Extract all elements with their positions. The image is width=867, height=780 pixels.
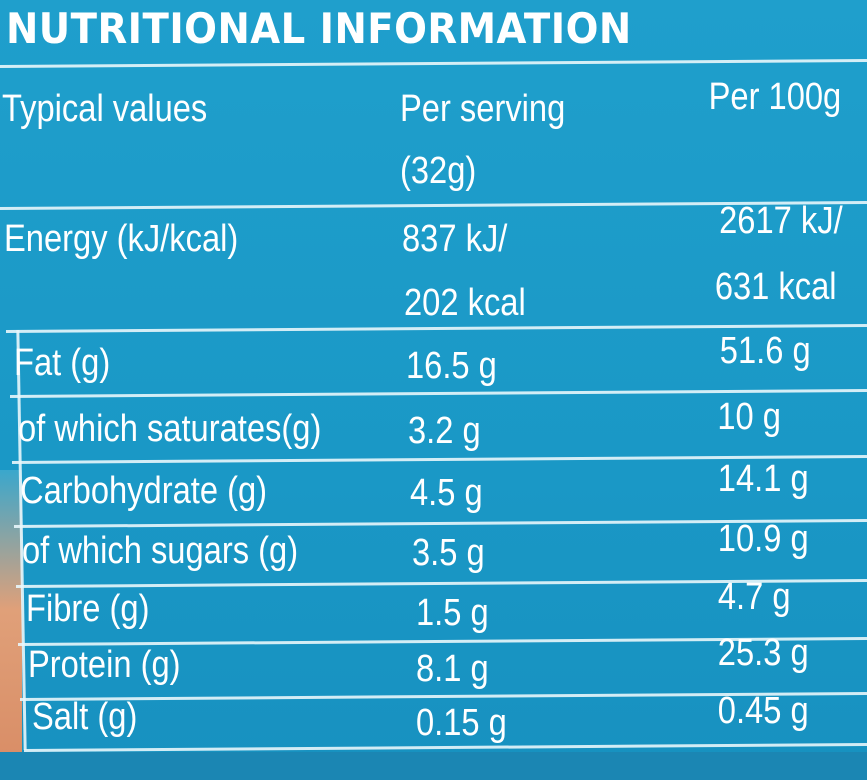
row-protein-label: Protein (g) bbox=[28, 644, 181, 686]
row-saturates-serving: 3.2 g bbox=[408, 410, 481, 452]
row-fibre-label: Fibre (g) bbox=[26, 588, 150, 630]
row-sugars-per100: 10.9 g bbox=[718, 518, 809, 560]
row-energy-per100-kcal: 631 kcal bbox=[715, 266, 837, 308]
row-protein-serving: 8.1 g bbox=[416, 648, 489, 690]
bottom-band bbox=[0, 752, 867, 780]
header-serving-size: (32g) bbox=[400, 150, 477, 192]
panel-title: NUTRITIONAL INFORMATION bbox=[6, 4, 632, 53]
row-carbohydrate-per100: 14.1 g bbox=[718, 458, 809, 500]
row-saturates-per100: 10 g bbox=[717, 396, 781, 438]
row-sugars-serving: 3.5 g bbox=[412, 532, 485, 574]
row-energy-per100-kj: 2617 kJ/ bbox=[719, 200, 843, 242]
header-serving: Per serving bbox=[400, 88, 566, 130]
row-carbohydrate-serving: 4.5 g bbox=[410, 472, 483, 514]
row-fibre-per100: 4.7 g bbox=[718, 576, 791, 618]
row-sugars-label: of which sugars (g) bbox=[22, 530, 299, 572]
header-label: Typical values bbox=[2, 88, 208, 130]
row-energy-label: Energy (kJ/kcal) bbox=[4, 218, 239, 260]
row-protein-per100: 25.3 g bbox=[718, 632, 809, 674]
row-saturates-label: of which saturates(g) bbox=[18, 408, 322, 450]
row-energy-serving-kj: 837 kJ/ bbox=[402, 218, 508, 260]
row-energy-serving-kcal: 202 kcal bbox=[404, 282, 526, 324]
row-fat-label: Fat (g) bbox=[14, 342, 111, 384]
row-salt-serving: 0.15 g bbox=[416, 702, 507, 744]
row-salt-per100: 0.45 g bbox=[718, 690, 809, 732]
row-fat-per100: 51.6 g bbox=[720, 330, 811, 372]
row-carbohydrate-label: Carbohydrate (g) bbox=[20, 470, 268, 512]
row-salt-label: Salt (g) bbox=[32, 696, 138, 738]
row-fibre-serving: 1.5 g bbox=[416, 592, 489, 634]
row-fat-serving: 16.5 g bbox=[406, 345, 497, 387]
header-per100: Per 100g bbox=[708, 76, 841, 118]
finger-edge bbox=[0, 470, 22, 780]
